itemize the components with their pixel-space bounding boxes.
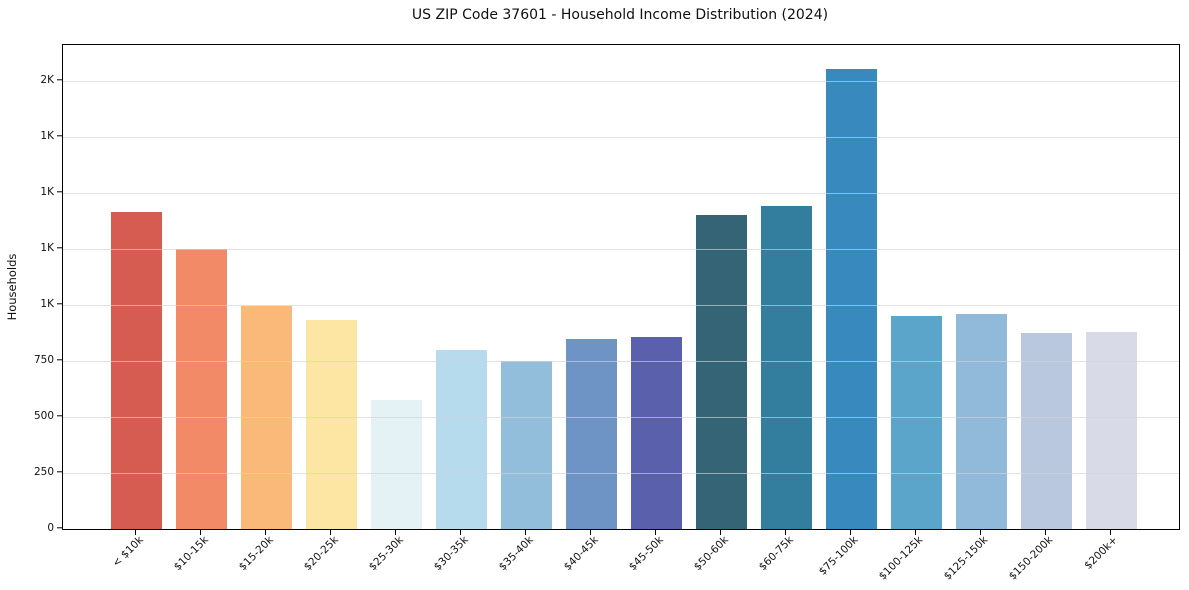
bar-$25-30k [370,400,422,529]
bar-$125-150k [955,313,1007,529]
x-tick-label: $45-50k [626,534,666,574]
x-tick-mark [1045,530,1047,535]
y-tick-mark [57,527,62,529]
x-tick-mark [850,530,852,535]
y-tick-mark [57,247,62,249]
bar-$100-125k [890,316,942,529]
x-tick-label: $100-125k [876,534,926,583]
bar-$50-60k [695,215,747,529]
x-tick-label: $60-75k [756,534,796,574]
x-tick-label: $75-100k [816,534,861,578]
x-tick-label: $30-35k [431,534,471,574]
x-tick-mark [785,530,787,535]
bar-$200k+ [1085,331,1137,529]
x-tick-mark [655,530,657,535]
bar-$75-100k [825,68,877,529]
x-tick-mark [135,530,137,535]
y-tick-label: 750 [33,353,54,366]
x-tick-label: $25-30k [366,534,406,574]
x-tick-mark [460,530,462,535]
x-tick-mark [525,530,527,535]
y-tick-label: 500 [33,409,54,422]
y-tick-mark [57,79,62,81]
x-tick-label: $15-20k [236,534,276,574]
y-axis-label: Households [5,253,19,321]
y-tick-label: 250 [33,465,54,478]
y-tick-mark [57,191,62,193]
bar-$45-50k [630,337,682,529]
bars-container [63,45,1179,529]
y-tick-mark [57,471,62,473]
bar-$60-75k [760,206,812,529]
x-tick-mark [1110,530,1112,535]
y-tick-label: 1K [40,241,54,254]
bar-$30-35k [435,349,487,529]
x-tick-mark [720,530,722,535]
x-tick-mark [915,530,917,535]
y-tick-mark [57,135,62,137]
bar-$150-200k [1020,332,1072,529]
x-tick-label: $40-45k [561,534,601,574]
y-tick-label: 1K [40,129,54,142]
x-tick-mark [330,530,332,535]
plot-area [62,44,1180,530]
y-tick-mark [57,359,62,361]
bar-< $10k [110,211,162,529]
x-tick-label: $200k+ [1082,534,1121,572]
x-tick-label: $50-60k [691,534,731,574]
x-tick-mark [590,530,592,535]
x-tick-label: $20-25k [301,534,341,574]
bar-$40-45k [565,338,617,529]
chart-title: US ZIP Code 37601 - Household Income Dis… [411,7,829,23]
y-tick-label: 1K [40,185,54,198]
x-tick-label: $10-15k [171,534,211,574]
x-tick-mark [265,530,267,535]
y-tick-label: 1K [40,297,54,310]
x-tick-label: $35-40k [496,534,536,574]
y-tick-mark [57,415,62,417]
y-tick-mark [57,303,62,305]
bar-$15-20k [240,306,292,529]
x-tick-label: $150-200k [1006,534,1056,583]
x-tick-mark [395,530,397,535]
x-tick-mark [980,530,982,535]
bar-$10-15k [175,248,227,529]
x-tick-mark [200,530,202,535]
bar-$35-40k [500,360,552,529]
bar-$20-25k [305,319,357,529]
y-tick-label: 0 [47,522,54,534]
x-tick-label: < $10k [109,534,146,570]
x-tick-label: $125-150k [941,534,991,583]
y-tick-label: 2K [40,73,54,86]
